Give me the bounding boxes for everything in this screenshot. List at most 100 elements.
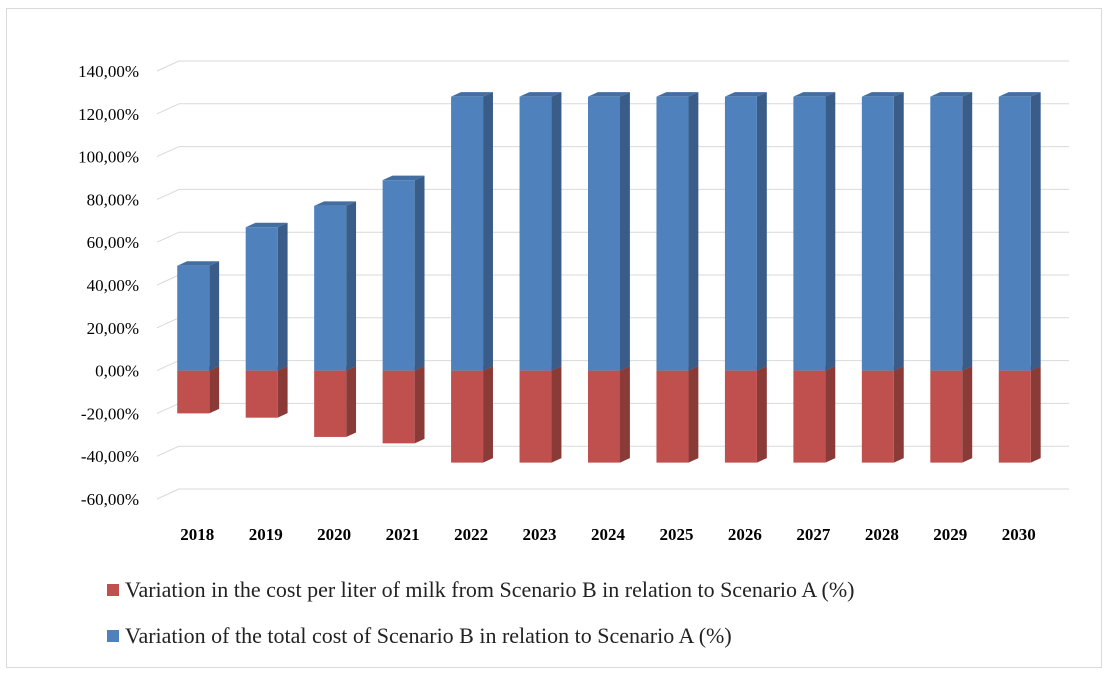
bar-total-cost-2023-top (519, 92, 562, 97)
bar-cost-per-liter-2022-side (483, 366, 493, 463)
bar-total-cost-2029-side (962, 92, 973, 371)
bar-total-cost-2026 (724, 96, 757, 371)
legend-swatch-red (107, 584, 119, 596)
chart-plot: -60,00% -40,00% -20,00% 0,00% 20,00% 40,00% 60… (78, 60, 1069, 544)
bar-cost-per-liter-2029-side (962, 366, 973, 463)
bar-cost-per-liter-2021-side (414, 366, 425, 444)
x-tick-label: 2030 (1002, 525, 1036, 544)
bar-total-cost-2021 (382, 180, 415, 371)
gridline-depth (156, 188, 180, 200)
bar-total-cost-2026-top (724, 92, 767, 97)
bar-cost-per-liter-2024-side (620, 366, 630, 463)
bar-cost-per-liter-2020-side (346, 366, 357, 437)
bar-total-cost-2024-top (588, 92, 630, 97)
y-tick-label: 120,00% (78, 105, 139, 124)
bar-cost-per-liter-2025 (656, 370, 689, 463)
y-tick-label: 60,00% (87, 233, 139, 252)
bar-total-cost-2021-side (414, 175, 425, 371)
x-tick-label: 2023 (523, 525, 557, 544)
bar-total-cost-2030-side (1030, 92, 1041, 371)
bar-total-cost-2021-top (382, 175, 425, 181)
bar-total-cost-2030 (998, 96, 1031, 371)
bar-cost-per-liter-2028 (861, 370, 894, 463)
bar-total-cost-2027-top (793, 92, 836, 97)
gridline-depth (156, 146, 180, 158)
bar-total-cost-2028-top (861, 92, 904, 97)
bar-total-cost-2025-top (656, 92, 699, 97)
bar-cost-per-liter-2026 (724, 370, 757, 463)
bar-cost-per-liter-2019 (245, 370, 278, 418)
y-tick-label: -60,00% (81, 490, 139, 509)
bar-total-cost-2019-side (277, 222, 288, 371)
bar-cost-per-liter-2027 (793, 370, 826, 463)
y-tick-label: 100,00% (78, 148, 139, 167)
bar-total-cost-2023-side (551, 92, 562, 371)
bar-total-cost-2025-side (688, 92, 699, 371)
bar-total-cost-2030-top (998, 92, 1041, 97)
bar-total-cost-2022-top (451, 92, 493, 97)
x-tick-label: 2019 (249, 525, 283, 544)
x-tick-label: 2024 (591, 525, 626, 544)
legend-label-cost-per-liter: Variation in the cost per liter of milk … (125, 577, 855, 602)
bar-cost-per-liter-2018 (177, 370, 210, 414)
bar-total-cost-2018 (177, 265, 210, 371)
bar-total-cost-2025 (656, 96, 689, 371)
bar-cost-per-liter-2018-side (209, 366, 220, 414)
bar-total-cost-2020-top (314, 201, 357, 206)
bar-cost-per-liter-2027-side (825, 366, 836, 463)
bar-cost-per-liter-2028-side (893, 366, 904, 463)
bar-cost-per-liter-2019-side (277, 366, 288, 418)
legend-item-total-cost: Variation of the total cost of Scenario … (107, 623, 732, 649)
bar-cost-per-liter-2026-side (756, 366, 767, 463)
bar-total-cost-2024 (588, 96, 620, 371)
bar-cost-per-liter-2030 (998, 370, 1031, 463)
bar-cost-per-liter-2020 (314, 370, 347, 437)
y-tick-label: 80,00% (87, 190, 139, 209)
bar-total-cost-2027-side (825, 92, 836, 371)
bar-total-cost-2029 (930, 96, 963, 371)
gridline-depth (156, 60, 180, 72)
x-tick-label: 2020 (317, 525, 351, 544)
gridline-depth (156, 317, 180, 329)
bar-total-cost-2022-side (483, 92, 493, 371)
y-tick-label: 40,00% (87, 276, 139, 295)
x-tick-label: 2018 (180, 525, 214, 544)
bar-total-cost-2019 (245, 227, 278, 371)
y-tick-label: 140,00% (78, 62, 139, 81)
bar-cost-per-liter-2024 (588, 370, 620, 463)
legend-item-cost-per-liter: Variation in the cost per liter of milk … (107, 577, 854, 603)
gridline-depth (156, 360, 180, 372)
y-tick-label: 0,00% (95, 362, 139, 381)
bar-cost-per-liter-2022 (451, 370, 484, 463)
bar-total-cost-2028-side (893, 92, 904, 371)
x-tick-label: 2027 (796, 525, 831, 544)
chart-frame: -60,00% -40,00% -20,00% 0,00% 20,00% 40,00% 60… (6, 8, 1102, 668)
bar-cost-per-liter-2025-side (688, 366, 699, 463)
x-tick-label: 2029 (933, 525, 967, 544)
y-tick-label: -20,00% (81, 404, 139, 423)
bar-total-cost-2028 (861, 96, 894, 371)
bar-total-cost-2024-side (620, 92, 630, 371)
bar-cost-per-liter-2023 (519, 370, 552, 463)
bar-total-cost-2018-side (209, 261, 220, 371)
gridline-depth (156, 231, 180, 243)
bar-total-cost-2027 (793, 96, 826, 371)
x-tick-label: 2026 (728, 525, 762, 544)
bar-cost-per-liter-2023-side (551, 366, 562, 463)
gridline-depth (156, 103, 180, 115)
gridline-depth (156, 274, 180, 286)
x-tick-label: 2022 (454, 525, 488, 544)
bar-cost-per-liter-2021 (382, 370, 415, 444)
bar-total-cost-2029-top (930, 92, 973, 97)
x-tick-label: 2025 (659, 525, 693, 544)
bar-total-cost-2018-top (177, 261, 220, 266)
bar-total-cost-2020-side (346, 201, 357, 371)
legend-swatch-blue (107, 630, 119, 642)
bar-total-cost-2020 (314, 205, 347, 371)
bar-total-cost-2023 (519, 96, 552, 371)
bar-cost-per-liter-2029 (930, 370, 963, 463)
gridline-depth (156, 488, 180, 500)
bar-total-cost-2026-side (756, 92, 767, 371)
x-tick-label: 2021 (386, 525, 420, 544)
gridline-depth (156, 445, 180, 457)
